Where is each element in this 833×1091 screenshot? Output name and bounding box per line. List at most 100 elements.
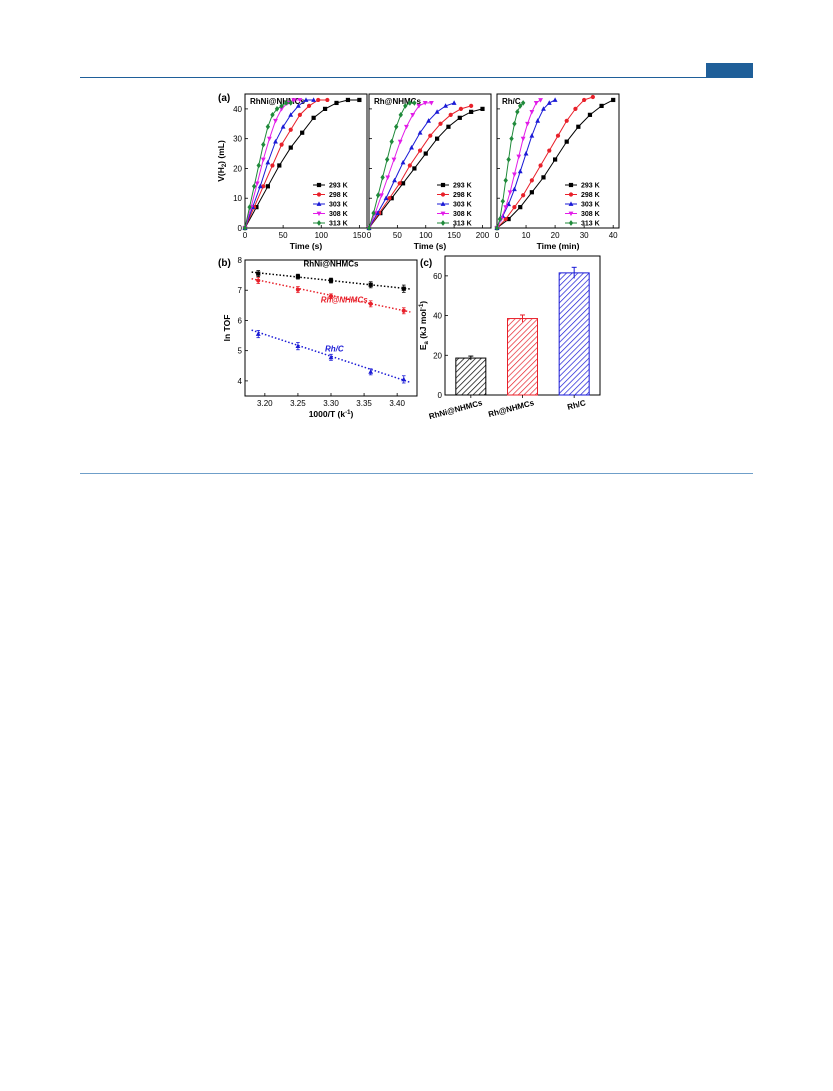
y-tick-label: 60 [433, 272, 442, 281]
kinetics-plot-2: 0 50 100 150 200 Rh@NHMCs Time (s) 293 K 298 K 30… [366, 93, 492, 251]
series-label: RhNi@NHMCs [304, 260, 359, 269]
data-point [251, 183, 257, 190]
legend-marker [316, 211, 322, 217]
data-point [389, 138, 394, 145]
data-point [520, 100, 526, 106]
data-point [426, 118, 431, 123]
data-point [446, 124, 451, 129]
data-point [303, 97, 309, 102]
data-point [297, 98, 303, 103]
data-point [506, 156, 511, 163]
data-point [371, 210, 376, 216]
series-298-K [242, 97, 330, 231]
data-point [400, 181, 406, 186]
plot-title: RhNi@NHMCs [250, 97, 305, 106]
data-point [599, 103, 604, 109]
x-axis-label: Time (s) [290, 241, 323, 251]
data-point [417, 130, 423, 135]
data-point [300, 130, 305, 135]
data-point [590, 94, 595, 100]
data-point [546, 100, 552, 105]
data-point [345, 97, 351, 103]
data-point [325, 97, 330, 103]
legend-label: 293 K [453, 183, 472, 190]
series-label: Rh@NHMCs [321, 295, 368, 304]
legend-marker [316, 182, 322, 188]
data-point [255, 331, 261, 336]
data-point [552, 97, 558, 102]
legend-marker [440, 182, 446, 188]
data-point [266, 136, 272, 142]
legend: 293 K 298 K 303 K 308 K 313 K [437, 183, 472, 228]
data-point [295, 287, 301, 292]
data-point [503, 205, 509, 210]
panel-label-b: (b) [218, 258, 231, 269]
data-point [279, 142, 284, 147]
data-point [401, 308, 406, 313]
y-tick-label: 10 [233, 194, 242, 203]
x-tick-label: 0 [495, 231, 500, 240]
series-line [244, 99, 314, 229]
data-point [500, 198, 506, 205]
data-point [279, 106, 285, 112]
data-point [503, 177, 508, 184]
legend-marker [568, 192, 574, 197]
series-line [496, 102, 524, 229]
data-point [480, 106, 485, 111]
data-point [328, 294, 334, 299]
data-point [392, 177, 397, 183]
data-point [384, 156, 390, 163]
legend-label: 313 K [453, 221, 472, 228]
data-point [587, 112, 593, 117]
data-point [368, 282, 373, 287]
x-tick-label: 3.30 [323, 399, 339, 408]
kinetics-plot-1: 0 50 100 150 0 10 20 30 40 RhNi@NHMCs Time (s) 293 … [233, 93, 368, 251]
panel-label-c: (c) [420, 258, 432, 269]
legend: 293 K 298 K 303 K 308 K 313 K [565, 183, 600, 228]
series-308-K [494, 98, 543, 231]
data-point [423, 151, 428, 156]
data-point [434, 136, 440, 141]
data-point [391, 157, 397, 163]
data-point [434, 109, 440, 114]
legend-label: 293 K [329, 183, 348, 190]
data-point [277, 163, 282, 168]
x-tick-label: 20 [551, 231, 560, 240]
x-tick-label: 3.20 [257, 399, 273, 408]
data-point [291, 98, 297, 103]
series-303-K [494, 97, 558, 230]
data-point [541, 175, 546, 180]
x-tick-label: 40 [609, 231, 618, 240]
data-point [394, 123, 399, 130]
y-tick-label: 40 [233, 105, 242, 114]
data-point [582, 97, 587, 103]
legend-marker [568, 211, 574, 217]
data-point [247, 204, 252, 210]
data-point [270, 163, 275, 168]
legend-label: 313 K [581, 221, 600, 228]
y-tick-label: 0 [238, 224, 243, 233]
data-point [397, 181, 402, 186]
data-point [387, 196, 392, 201]
x-tick-label: 150 [353, 231, 367, 240]
data-point [375, 192, 381, 199]
series-line [244, 99, 328, 229]
data-point [380, 174, 385, 181]
data-point [521, 193, 526, 198]
legend-label: 298 K [581, 192, 600, 199]
data-point [242, 225, 248, 231]
x-tick-label: 200 [476, 231, 490, 240]
y-tick-label: 20 [433, 351, 442, 360]
y-tick-label: 7 [238, 286, 243, 295]
data-point [516, 154, 522, 160]
legend-label: 313 K [329, 221, 348, 228]
y-tick-label: 6 [238, 316, 243, 325]
data-point [306, 103, 312, 109]
data-point [311, 115, 316, 120]
legend-label: 293 K [581, 183, 600, 190]
data-point [564, 118, 569, 123]
legend-marker [568, 220, 574, 226]
data-point [254, 181, 260, 186]
data-point [407, 100, 413, 106]
data-point [256, 278, 261, 283]
